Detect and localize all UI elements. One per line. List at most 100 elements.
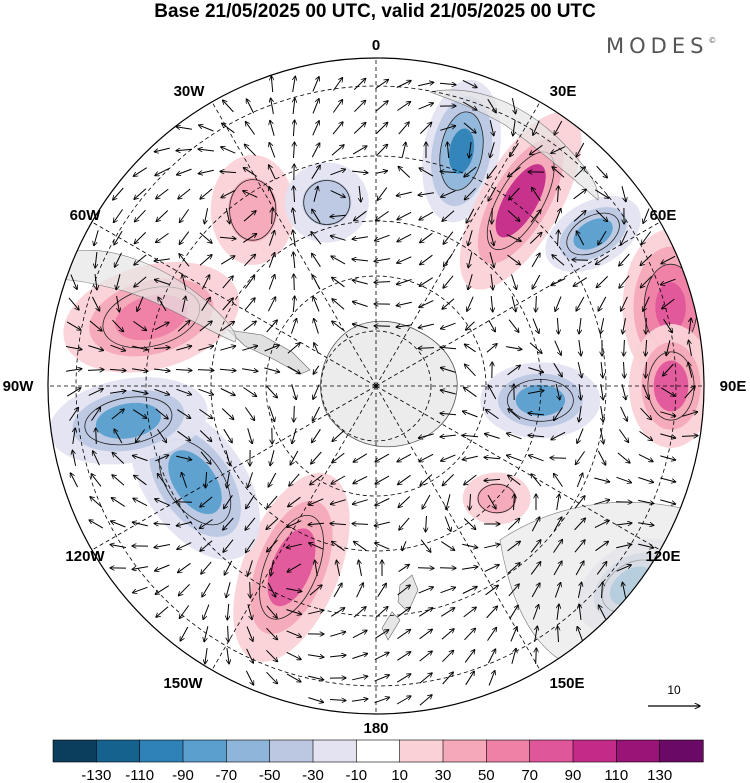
wind-arrow (268, 253, 274, 268)
wind-arrow (397, 585, 411, 596)
wind-arrow (176, 521, 192, 526)
wind-arrow (113, 209, 124, 222)
wind-arrow (510, 143, 519, 156)
wind-arrow (352, 324, 368, 329)
wind-arrow (466, 321, 475, 330)
wind-arrow (352, 237, 368, 239)
wind-arrow (507, 563, 520, 574)
wind-arrow (418, 323, 434, 328)
wind-arrow (464, 474, 477, 485)
wind-arrow (352, 171, 368, 173)
wind-arrow (293, 76, 296, 92)
longitude-label: 120W (65, 548, 105, 565)
wind-arrow (375, 630, 388, 639)
wind-arrow (221, 147, 236, 154)
wind-arrow (640, 275, 652, 287)
wind-arrow (575, 451, 586, 464)
wind-arrow (176, 346, 191, 351)
wind-arrow (468, 230, 473, 245)
wind-arrow (418, 82, 434, 87)
wind-arrow (290, 318, 296, 334)
wind-arrow (375, 475, 390, 484)
wind-arrow (398, 496, 411, 508)
wind-arrow (442, 672, 454, 685)
wind-arrow (441, 322, 456, 329)
wind-arrow (602, 582, 603, 599)
wind-arrow (133, 167, 147, 177)
wind-arrow (223, 539, 234, 553)
wind-arrow (594, 477, 609, 482)
wind-arrow (507, 254, 521, 265)
wind-arrow (155, 585, 170, 595)
wind-arrow (509, 187, 520, 200)
wind-arrow (579, 406, 581, 422)
wind-arrow (553, 561, 562, 576)
wind-arrow (246, 495, 255, 508)
wind-arrow (531, 583, 540, 598)
wind-arrow (640, 407, 652, 420)
wind-arrow (596, 276, 609, 287)
wind-arrow (490, 142, 495, 157)
wind-arrow (286, 588, 302, 592)
wind-arrow (156, 606, 169, 617)
wind-arrow (375, 122, 387, 134)
wind-arrow (422, 494, 431, 509)
wind-arrow (116, 274, 121, 289)
wind-arrow (312, 99, 319, 114)
wind-arrow (267, 539, 278, 552)
wind-arrow (352, 280, 368, 285)
wind-arrow (111, 409, 124, 420)
wind-arrow (264, 367, 279, 372)
wind-arrow (646, 317, 647, 334)
wind-arrow (532, 274, 541, 289)
wind-arrow (180, 626, 189, 641)
wind-arrow (624, 339, 625, 356)
wind-arrow (441, 454, 456, 461)
wind-arrow (573, 189, 587, 200)
wind-arrow (507, 518, 519, 530)
wind-arrow (155, 408, 168, 419)
wind-arrow (443, 275, 454, 288)
wind-arrow (426, 515, 427, 532)
wind-arrow (330, 215, 347, 217)
wind-arrow (332, 122, 343, 135)
wind-arrow (401, 142, 406, 158)
wind-arrow (353, 475, 368, 483)
colorbar-swatch (139, 739, 184, 763)
wind-arrow (204, 626, 209, 642)
wind-arrow (225, 208, 229, 224)
meridian-line (91, 385, 377, 551)
wind-arrow (661, 278, 676, 285)
wind-arrow (66, 388, 81, 397)
wind-arrow (532, 318, 539, 334)
wind-arrow (243, 168, 257, 177)
wind-arrow (440, 172, 457, 173)
colorbar-tick-label: 30 (435, 767, 452, 783)
wind-arrow (419, 453, 434, 461)
wind-arrow (440, 390, 456, 395)
wind-arrow (638, 543, 654, 548)
wind-arrow (330, 169, 346, 176)
wind-arrow (313, 365, 320, 374)
wind-arrow (133, 498, 148, 507)
wind-arrow (200, 496, 213, 507)
longitude-label: 150W (163, 675, 203, 692)
wind-arrow (529, 455, 544, 462)
colorbar-swatch (269, 739, 314, 763)
wind-arrow (87, 370, 104, 371)
wind-arrow (487, 98, 496, 113)
wind-arrow (288, 496, 301, 507)
wind-arrow (488, 671, 495, 686)
wind-arrow (198, 169, 214, 173)
wind-arrow (531, 517, 539, 532)
wind-arrow (621, 186, 626, 202)
wind-arrow (227, 603, 228, 620)
longitude-labels: 0 30E 60E 90E 120E 150E 180 150W 120W 90W 60W 30W (3, 37, 747, 737)
wind-arrow (465, 364, 476, 377)
wind-arrow (269, 143, 276, 158)
wind-arrow (440, 347, 457, 349)
wind-arrow (397, 607, 411, 618)
wind-arrow (552, 255, 565, 266)
wind-arrow (462, 543, 478, 547)
longitude-label: 60E (650, 207, 677, 224)
